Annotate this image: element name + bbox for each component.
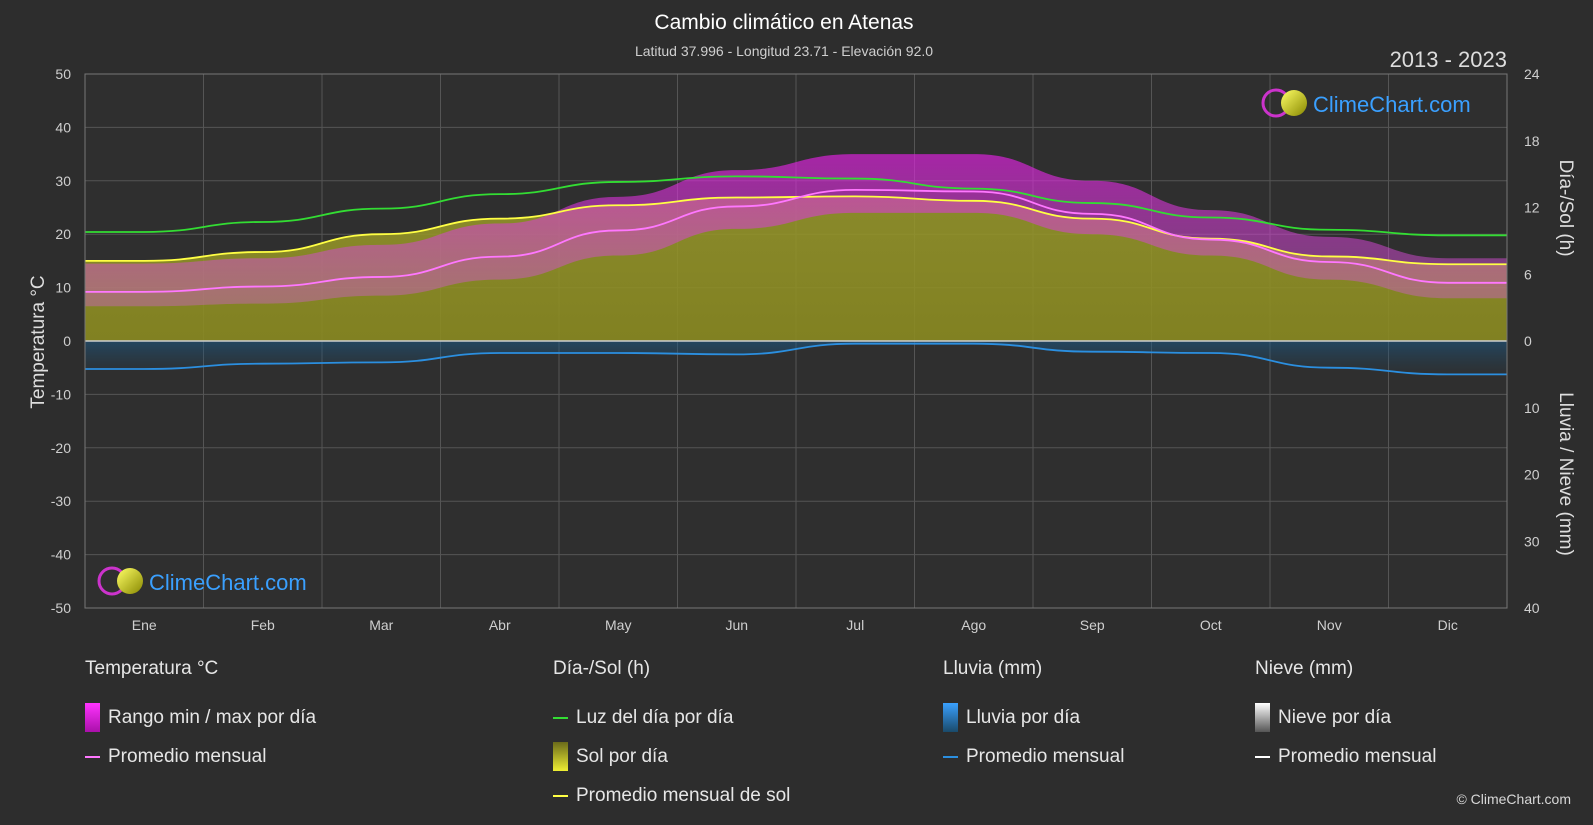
swatch-line-icon [85, 755, 100, 758]
legend-rain: Lluvia (mm) Lluvia por día Promedio mens… [943, 658, 1124, 776]
legend-item: Promedio mensual [1255, 737, 1436, 776]
right-bottom-tick-label: 40 [1524, 600, 1540, 616]
month-label: Ago [961, 617, 986, 633]
legend-snow: Nieve (mm) Nieve por día Promedio mensua… [1255, 658, 1436, 776]
right-top-tick-label: 18 [1524, 133, 1540, 149]
month-label: Dic [1438, 617, 1458, 633]
sunshine-avg-line [84, 195, 1507, 266]
left-tick-label: 20 [55, 226, 71, 242]
right-bottom-tick-label: 10 [1524, 400, 1540, 416]
swatch-box-icon [943, 703, 958, 732]
left-tick-label: -40 [51, 547, 71, 563]
legend-item: Lluvia por día [943, 698, 1124, 737]
month-label: Mar [369, 617, 393, 633]
copyright: © ClimeChart.com [1456, 791, 1571, 807]
month-label: Oct [1200, 617, 1222, 633]
swatch-line-icon [553, 716, 568, 719]
legend-label: Promedio mensual [966, 745, 1125, 767]
rain-avg-line [85, 342, 1507, 376]
year-range: 2013 - 2023 [1390, 47, 1507, 72]
right-bottom-tick-label: 20 [1524, 467, 1540, 483]
left-axis-title: Temperatura °C [28, 275, 49, 408]
swatch-line-icon [553, 794, 568, 797]
legend-daylight-sun: Día-/Sol (h) Luz del día por día Sol por… [553, 658, 790, 815]
daylight-line [84, 175, 1507, 237]
month-label: Abr [489, 617, 511, 633]
brand-name: ClimeChart.com [149, 570, 307, 595]
right-axis-title-bottom: Lluvia / Nieve (mm) [1555, 392, 1576, 556]
temperature-range-area [85, 154, 1507, 307]
rain-area [85, 341, 1507, 375]
month-label: Jul [846, 617, 864, 633]
month-label: Nov [1317, 617, 1342, 633]
left-tick-label: -30 [51, 493, 71, 509]
axis-ticks: 50 40 30 20 10 0 -10 -20 -30 -40 -50 Ene Feb Mar Abr Ma… [51, 66, 1540, 633]
month-label: Sep [1080, 617, 1105, 633]
legend-item: Promedio mensual de sol [553, 776, 790, 815]
brand-logo-top[interactable]: ClimeChart.com [1261, 88, 1471, 118]
legend-item: Rango min / max por día [85, 698, 316, 737]
left-tick-label: 30 [55, 173, 71, 189]
legend-title: Lluvia (mm) [943, 658, 1043, 679]
legend-label: Lluvia por día [966, 706, 1081, 728]
legend-label: Nieve por día [1278, 706, 1392, 728]
chart-title: Cambio climático en Atenas [654, 11, 913, 34]
month-label: Jun [725, 617, 748, 633]
left-tick-label: 10 [55, 280, 71, 296]
legend-label: Promedio mensual [108, 745, 267, 767]
legend-item: Nieve por día [1255, 698, 1436, 737]
right-top-tick-label: 0 [1524, 333, 1532, 349]
swatch-box-icon [1255, 703, 1270, 732]
left-tick-label: 40 [55, 119, 71, 135]
swatch-line-icon [943, 755, 958, 758]
legend-temperature: Temperatura °C Rango min / max por día P… [85, 658, 316, 776]
legend-label: Rango min / max por día [108, 706, 317, 728]
legend-item: Sol por día [553, 737, 790, 776]
right-bottom-tick-label: 30 [1524, 533, 1540, 549]
month-label: May [605, 617, 631, 633]
legend-item: Promedio mensual [943, 737, 1124, 776]
temperature-avg-line [84, 188, 1507, 293]
chart-subtitle: Latitud 37.996 - Longitud 23.71 - Elevac… [635, 43, 933, 59]
right-top-tick-label: 6 [1524, 266, 1532, 282]
legend-label: Luz del día por día [576, 706, 734, 728]
brand-logo-bottom[interactable]: ClimeChart.com [97, 566, 307, 596]
legend-title: Nieve (mm) [1255, 658, 1354, 679]
swatch-line-icon [1255, 755, 1270, 758]
brand-name: ClimeChart.com [1313, 92, 1471, 117]
legend-title: Día-/Sol (h) [553, 658, 651, 679]
left-tick-label: -10 [51, 386, 71, 402]
swatch-box-icon [553, 742, 568, 771]
data-marks [84, 73, 1508, 609]
month-label: Feb [251, 617, 275, 633]
logo-sun-icon [1281, 90, 1307, 116]
left-tick-label: -20 [51, 440, 71, 456]
right-top-tick-label: 12 [1524, 200, 1540, 216]
legend-label: Sol por día [576, 745, 668, 767]
legend-item: Luz del día por día [553, 698, 790, 737]
right-top-tick-label: 24 [1524, 66, 1540, 82]
left-tick-label: 50 [55, 66, 71, 82]
left-tick-label: 0 [63, 333, 71, 349]
legend-title: Temperatura °C [85, 658, 219, 679]
legend-label: Promedio mensual [1278, 745, 1437, 767]
month-label: Ene [132, 617, 157, 633]
plot-frame [84, 73, 1508, 609]
logo-sun-icon [117, 568, 143, 594]
right-axis-title-top: Día-/Sol (h) [1555, 159, 1576, 256]
legend-label: Promedio mensual de sol [576, 784, 791, 806]
swatch-box-icon [85, 703, 100, 732]
legend-item: Promedio mensual [85, 737, 316, 776]
left-tick-label: -50 [51, 600, 71, 616]
